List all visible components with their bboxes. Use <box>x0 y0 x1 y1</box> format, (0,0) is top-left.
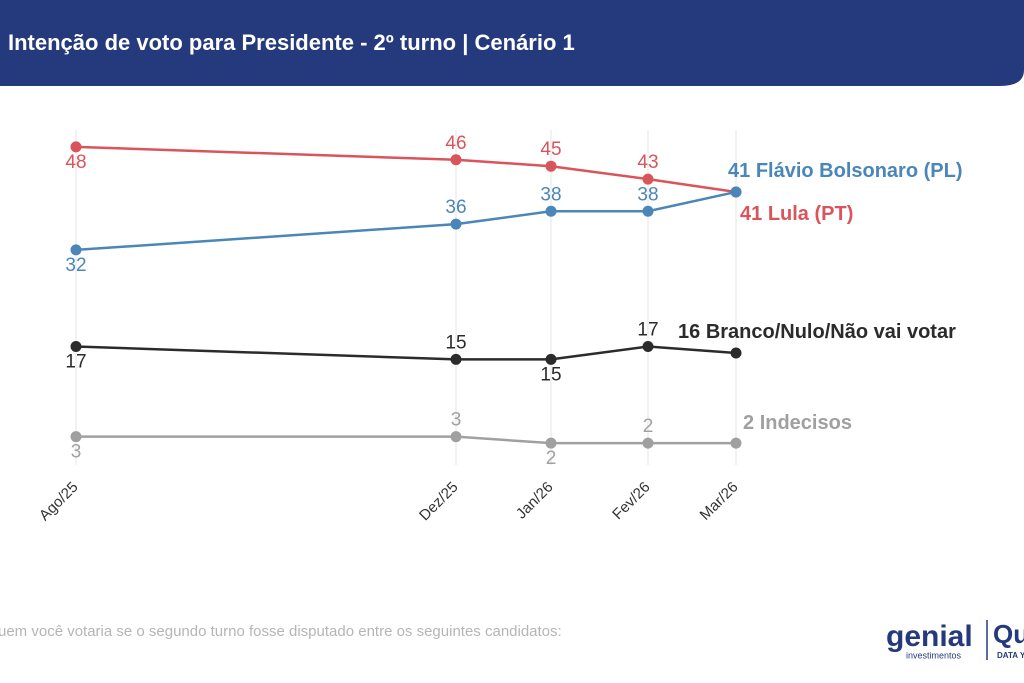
data-point <box>450 154 462 166</box>
x-tick-label: Mar/26 <box>697 479 742 524</box>
data-label: 3 <box>451 410 462 431</box>
data-point <box>730 437 742 449</box>
partner-sub: DATA Y <box>997 651 1024 660</box>
data-point <box>730 347 742 359</box>
chart-title: Intenção de voto para Presidente - 2º tu… <box>8 30 575 55</box>
footnote: uem você votaria se o segundo turno foss… <box>0 623 562 640</box>
brand-sub: investimentos <box>906 650 962 660</box>
data-label: 38 <box>540 184 561 205</box>
end-label: 16 Branco/Nulo/Não vai votar <box>678 321 956 343</box>
end-label-value: 41 <box>728 160 750 182</box>
brand-logo: genial <box>886 620 973 653</box>
legend-entry: Branco/Nulo/Não vai votar <box>706 321 956 343</box>
series-line <box>75 345 737 361</box>
data-label: 46 <box>445 133 466 154</box>
data-point <box>642 341 654 353</box>
data-point <box>545 160 557 172</box>
data-label: 36 <box>445 197 466 218</box>
data-point <box>642 205 654 217</box>
end-label: 41 Lula (PT) <box>740 203 853 225</box>
data-label: 45 <box>540 139 561 160</box>
data-point <box>545 437 557 449</box>
data-point <box>545 353 557 365</box>
data-point <box>70 431 82 443</box>
data-point <box>70 244 82 256</box>
legend-entry: Indecisos <box>760 412 852 434</box>
data-label: 43 <box>637 152 658 173</box>
end-label: 2 Indecisos <box>743 412 852 434</box>
data-point <box>642 437 654 449</box>
data-label: 48 <box>65 152 86 173</box>
data-label: 15 <box>445 332 466 353</box>
x-tick-label: Fev/26 <box>609 479 653 523</box>
data-label: 32 <box>65 255 86 276</box>
data-point <box>642 173 654 185</box>
legend-entry: Flávio Bolsonaro (PL) <box>756 160 963 182</box>
x-tick-label: Jan/26 <box>513 479 557 523</box>
end-label-value: 41 <box>740 203 762 225</box>
series-line <box>76 435 736 445</box>
data-point <box>545 205 557 217</box>
data-label: 38 <box>637 184 658 205</box>
end-label: 41 Flávio Bolsonaro (PL) <box>728 160 963 182</box>
data-point <box>450 353 462 365</box>
end-label-value: 16 <box>678 321 700 343</box>
legend-entry: Lula (PT) <box>768 203 854 225</box>
data-label: 15 <box>540 364 561 385</box>
data-point <box>450 431 462 443</box>
data-label: 17 <box>65 352 86 373</box>
end-label-value: 2 <box>743 412 754 434</box>
data-point <box>730 186 742 198</box>
data-label: 2 <box>643 416 654 437</box>
data-point <box>70 341 82 353</box>
data-label: 3 <box>71 442 82 463</box>
data-label: 17 <box>637 320 658 341</box>
x-tick-label: Ago/25 <box>36 479 82 525</box>
partner-logo: Qu <box>993 619 1024 649</box>
data-point <box>450 218 462 230</box>
x-tick-label: Dez/25 <box>416 479 462 525</box>
header-band <box>0 0 1024 86</box>
data-point <box>70 141 82 153</box>
data-label: 2 <box>546 448 557 469</box>
